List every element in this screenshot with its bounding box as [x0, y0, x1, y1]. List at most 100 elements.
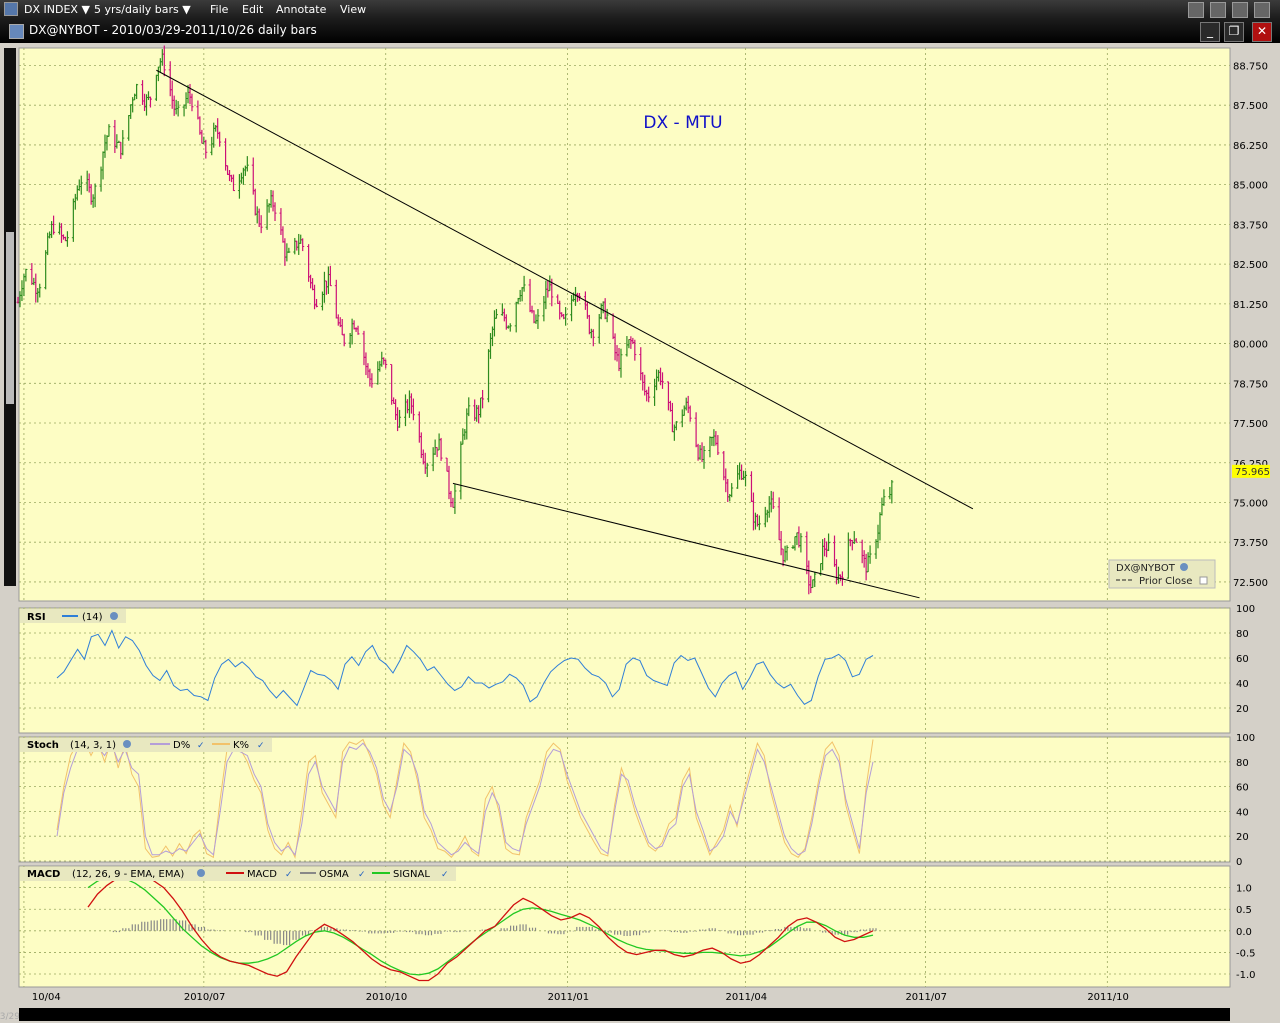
signal-line	[87, 876, 874, 976]
time-axis-label: 2010/10	[366, 992, 408, 1003]
last-price-label: 75.965	[1235, 467, 1270, 478]
symbol-dropdown[interactable]: DX INDEX ▼	[24, 3, 90, 16]
time-scrollbar[interactable]	[19, 1008, 1230, 1021]
stoch-tick-label: 80	[1236, 758, 1249, 769]
rsi-tick-label: 20	[1236, 704, 1249, 715]
price-tick-label: 81.250	[1233, 300, 1268, 311]
stoch-tick-label: 60	[1236, 783, 1249, 794]
price-tick-label: 72.500	[1233, 578, 1268, 589]
time-axis-label: 10/04	[32, 992, 61, 1003]
price-tick-label: 75.000	[1233, 498, 1268, 509]
price-panel	[18, 47, 1231, 602]
macd-settings-icon[interactable]	[197, 869, 205, 877]
stoch-k-label: K%	[233, 740, 249, 751]
price-tick-label: 85.000	[1233, 181, 1268, 192]
rsi-settings-icon[interactable]	[110, 612, 118, 620]
stoch-tick-label: 40	[1236, 807, 1249, 818]
stoch-tick-label: 20	[1236, 832, 1249, 843]
close-app-icon[interactable]	[1254, 2, 1270, 18]
price-tick-label: 78.750	[1233, 379, 1268, 390]
stoch-params: (14, 3, 1)	[70, 740, 116, 751]
chart-window-icon	[9, 24, 24, 39]
menu-edit[interactable]: Edit	[242, 3, 264, 16]
macd-tick-label: 0.0	[1236, 927, 1252, 938]
period-label: 5 yrs/daily bars	[94, 3, 179, 16]
price-tick-label: 88.750	[1233, 61, 1268, 72]
price-tick-label: 73.750	[1233, 538, 1268, 549]
stoch-d-checkbox[interactable]: ✓	[197, 741, 205, 751]
legend-prior-close: Prior Close	[1139, 576, 1192, 587]
last-price-marker	[1232, 464, 1270, 478]
price-tick-label: 77.500	[1233, 419, 1268, 430]
price-bars	[16, 45, 894, 595]
macd-panel	[18, 865, 1231, 988]
rsi-params: (14)	[82, 612, 103, 623]
macd-tick-label: 0.5	[1236, 905, 1252, 916]
macd-tick-label: 1.0	[1236, 884, 1252, 895]
rsi-tick-label: 60	[1236, 654, 1249, 665]
menu-view[interactable]: View	[340, 3, 367, 16]
macd-series-line	[87, 871, 874, 982]
close-button[interactable]: ✕	[1252, 22, 1272, 42]
legend-symbol: DX@NYBOT	[1116, 563, 1176, 574]
macd-axis: 1.0 0.5 0.0 -0.5 -1.0	[1236, 884, 1256, 981]
chevron-down-icon: ▼	[81, 3, 90, 16]
menu-bar: DX INDEX ▼ 5 yrs/daily bars ▼ File Edit …	[0, 0, 1280, 19]
stoch-tick-label: 100	[1236, 733, 1255, 744]
time-axis-label: 2011/01	[548, 992, 590, 1003]
macd-checkbox[interactable]: ✓	[285, 870, 293, 880]
window-title-bar: DX@NYBOT - 2010/03/29-2011/10/26 daily b…	[0, 19, 1280, 43]
rsi-tick-label: 80	[1236, 629, 1249, 640]
rsi-tick-label: 100	[1236, 604, 1255, 615]
price-legend	[1108, 559, 1216, 589]
time-axis-label: 2010/07	[184, 992, 226, 1003]
rsi-tick-label: 40	[1236, 679, 1249, 690]
macd-params: (12, 26, 9 - EMA, EMA)	[72, 869, 184, 880]
prior-close-checkbox[interactable]	[1199, 576, 1208, 585]
stoch-d-line	[56, 741, 874, 856]
osma-label: OSMA	[319, 869, 349, 880]
chart-area: 88.750 87.500 86.250 85.000 83.750 82.500 81.2…	[0, 45, 1270, 1022]
chart-annotation[interactable]: DX - MTU	[643, 113, 722, 133]
macd-series-label: MACD	[247, 869, 277, 880]
time-axis-label: 2011/10	[1087, 992, 1129, 1003]
time-axis-date-label: 03/29/10	[0, 1012, 35, 1022]
menu-annotate[interactable]: Annotate	[276, 3, 327, 16]
rsi-gridlines	[19, 607, 1230, 709]
price-tick-label: 87.500	[1233, 101, 1268, 112]
price-tick-label: 82.500	[1233, 260, 1268, 271]
rsi-series-line	[56, 629, 874, 707]
signal-label: SIGNAL	[393, 869, 430, 880]
rsi-axis: 100 80 60 40 20	[1236, 604, 1255, 715]
window-title: DX@NYBOT - 2010/03/29-2011/10/26 daily b…	[29, 23, 317, 37]
legend-gear-icon[interactable]	[1180, 563, 1188, 571]
macd-label: MACD	[27, 869, 60, 880]
menu-file[interactable]: File	[210, 3, 229, 16]
upper-trendline[interactable]	[156, 69, 974, 510]
lower-trendline[interactable]	[452, 482, 920, 599]
stoch-settings-icon[interactable]	[123, 740, 131, 748]
link-icon[interactable]	[1188, 2, 1204, 18]
stoch-d-label: D%	[173, 740, 190, 751]
stoch-gridlines	[19, 736, 1230, 862]
macd-tick-label: -1.0	[1236, 970, 1256, 981]
stoch-tick-label: 0	[1236, 857, 1242, 868]
price-axis: 88.750 87.500 86.250 85.000 83.750 82.500 81.2…	[1233, 61, 1268, 588]
price-tick-label: 86.250	[1233, 141, 1268, 152]
stoch-k-checkbox[interactable]: ✓	[257, 741, 265, 751]
price-tick-label: 80.000	[1233, 340, 1268, 351]
stoch-axis: 100 80 60 40 20 0	[1236, 733, 1255, 868]
vertical-gridlines	[23, 48, 1108, 987]
scrollbar-thumb[interactable]	[6, 232, 14, 404]
signal-checkbox[interactable]: ✓	[441, 870, 449, 880]
period-dropdown[interactable]: 5 yrs/daily bars ▼	[94, 3, 191, 16]
minimize-app-icon[interactable]	[1210, 2, 1226, 18]
minimize-button[interactable]: _	[1200, 22, 1220, 42]
macd-tick-label: -0.5	[1236, 948, 1256, 959]
maximize-button[interactable]: ❐	[1224, 22, 1244, 42]
price-tick-label: 76.250	[1233, 459, 1268, 470]
osma-checkbox[interactable]: ✓	[358, 870, 366, 880]
time-axis-label: 2011/07	[905, 992, 947, 1003]
restore-app-icon[interactable]	[1232, 2, 1248, 18]
chevron-down-icon: ▼	[182, 3, 191, 16]
